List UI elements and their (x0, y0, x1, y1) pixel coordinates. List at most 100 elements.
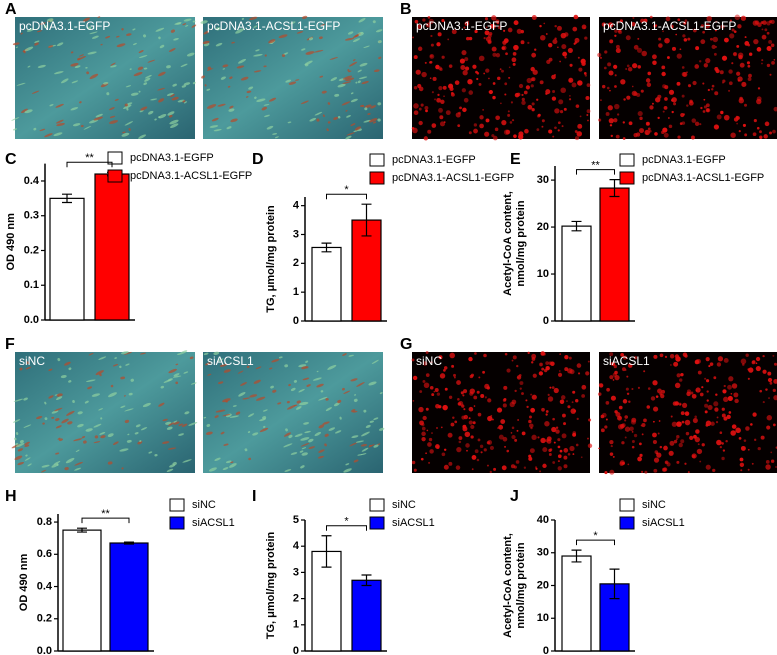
cell (324, 443, 327, 447)
droplet (571, 82, 577, 88)
droplet (431, 123, 437, 128)
droplet (597, 52, 602, 58)
cell (166, 468, 174, 472)
droplet (450, 422, 455, 427)
cell (377, 40, 382, 44)
droplet (731, 424, 737, 429)
cell (70, 63, 79, 67)
droplet (604, 471, 608, 475)
droplet (637, 111, 643, 117)
droplet (705, 420, 712, 427)
droplet (677, 18, 681, 22)
droplet (489, 445, 495, 451)
cell (318, 424, 325, 429)
droplet (747, 64, 751, 68)
droplet (652, 380, 658, 386)
droplet (528, 419, 532, 424)
y-tick-label: 0.0 (37, 645, 52, 655)
droplet (747, 77, 752, 81)
droplet (716, 416, 719, 419)
cell (130, 378, 135, 382)
droplet (555, 426, 559, 429)
panel-label: E (510, 151, 521, 168)
cell (182, 23, 187, 26)
cell (86, 379, 96, 383)
droplet (762, 354, 765, 358)
y-tick-label: 40 (537, 514, 549, 526)
droplet (653, 354, 658, 359)
droplet (654, 450, 659, 454)
droplet (568, 94, 571, 97)
droplet (623, 98, 626, 101)
droplet (753, 119, 757, 123)
droplet (733, 117, 739, 122)
micrograph (411, 351, 593, 474)
error-bar (321, 535, 332, 568)
cell (328, 427, 336, 431)
droplet (609, 39, 614, 44)
cell (363, 45, 370, 48)
droplet (561, 125, 564, 128)
droplet (439, 373, 446, 379)
droplet (476, 458, 480, 462)
cell (91, 35, 99, 39)
cell (268, 39, 276, 44)
significance: ** (101, 508, 110, 520)
droplet (607, 105, 613, 111)
panel-label: J (510, 488, 519, 505)
droplet (457, 124, 461, 127)
droplet (756, 126, 760, 130)
droplet (626, 392, 630, 396)
droplet (513, 44, 519, 51)
significance: ** (591, 160, 600, 172)
droplet (630, 419, 637, 425)
droplet (474, 449, 479, 454)
droplet (735, 427, 741, 434)
cell (15, 432, 19, 436)
cell (57, 357, 61, 362)
droplet (507, 110, 510, 113)
droplet (488, 90, 493, 95)
cell (339, 416, 342, 420)
cell (237, 370, 244, 374)
droplet (739, 462, 745, 467)
droplet (744, 133, 748, 137)
droplet (723, 384, 726, 388)
cell (285, 428, 288, 432)
droplet (608, 70, 614, 76)
droplet (539, 362, 543, 367)
droplet (458, 436, 463, 440)
cell (261, 106, 268, 111)
cell (314, 111, 323, 116)
droplet (474, 29, 478, 34)
droplet (530, 66, 535, 72)
droplet (631, 445, 635, 449)
error-bar (361, 203, 372, 237)
droplet (617, 29, 623, 35)
cell (352, 410, 358, 413)
cell (44, 133, 53, 138)
cell (169, 114, 173, 118)
droplet (676, 460, 680, 464)
droplet (424, 61, 427, 64)
droplet (676, 373, 681, 378)
cell (55, 119, 64, 124)
droplet (581, 394, 586, 398)
droplet (516, 28, 522, 34)
droplet (646, 405, 651, 409)
error-bar (124, 541, 134, 545)
droplet (563, 422, 567, 426)
droplet (514, 438, 518, 442)
cell (372, 121, 377, 124)
droplet (433, 390, 436, 393)
cell (121, 132, 130, 137)
y-tick-label: 30 (537, 547, 549, 559)
droplet (541, 407, 545, 412)
droplet (535, 467, 538, 470)
micrograph (11, 16, 197, 139)
droplet (705, 379, 710, 383)
droplet (567, 368, 573, 374)
droplet (471, 468, 474, 471)
droplet (478, 376, 481, 379)
droplet (518, 134, 524, 140)
